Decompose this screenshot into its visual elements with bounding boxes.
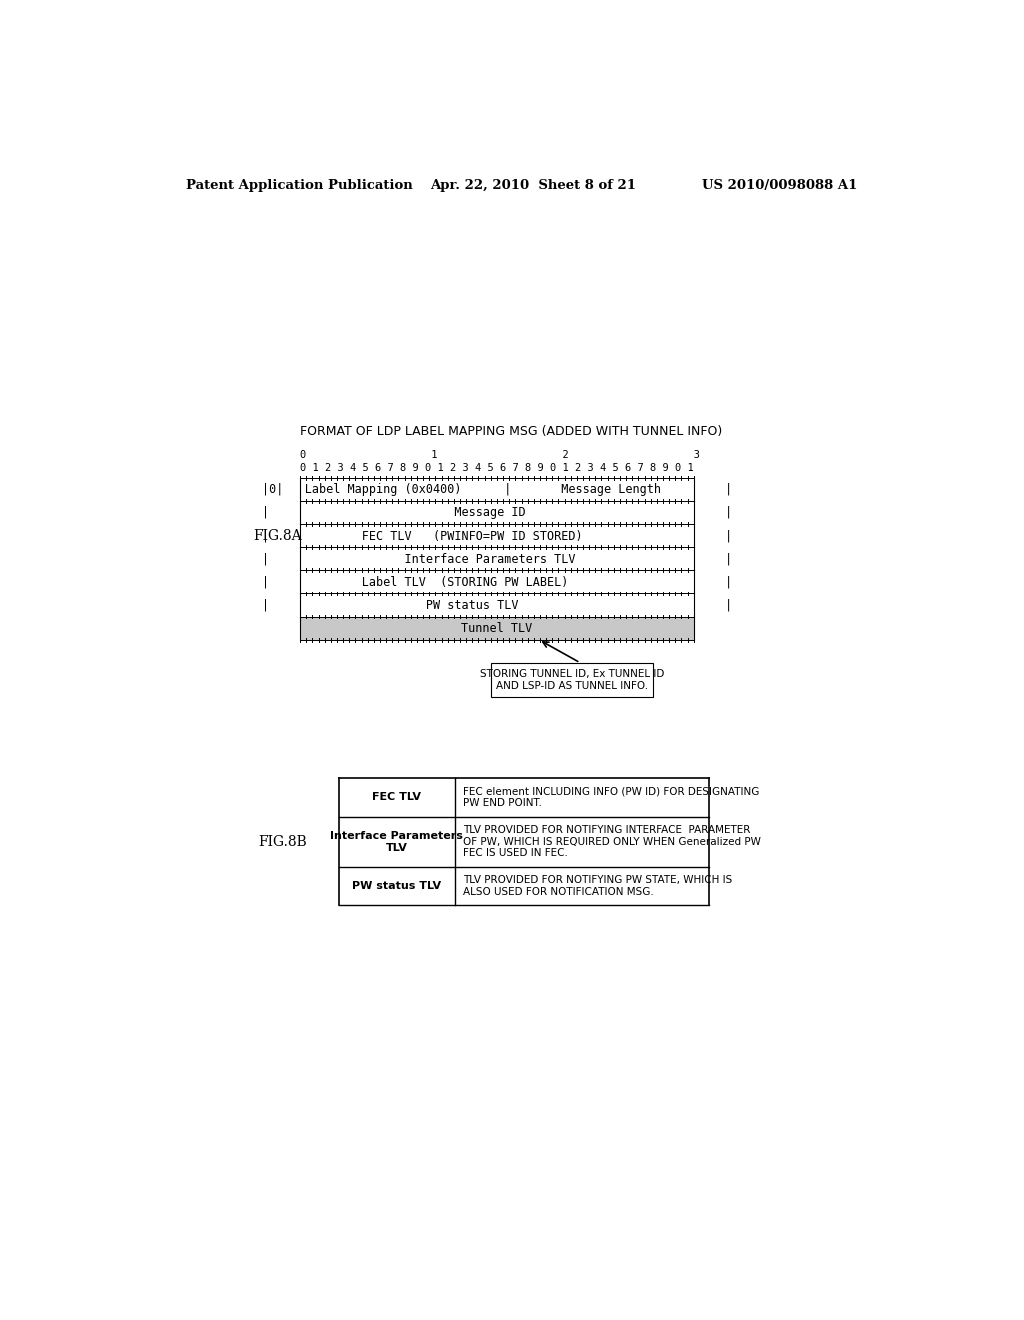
Text: |             Label TLV  (STORING PW LABEL)                      |: | Label TLV (STORING PW LABEL) | bbox=[262, 576, 732, 589]
Text: Interface Parameters
TLV: Interface Parameters TLV bbox=[331, 832, 464, 853]
Text: |                          Message ID                            |: | Message ID | bbox=[262, 506, 732, 519]
Text: |             FEC TLV   (PWINFO=PW ID STORED)                    |: | FEC TLV (PWINFO=PW ID STORED) | bbox=[262, 529, 732, 543]
Text: Apr. 22, 2010  Sheet 8 of 21: Apr. 22, 2010 Sheet 8 of 21 bbox=[430, 178, 636, 191]
Text: FIG.8A: FIG.8A bbox=[254, 529, 302, 543]
Text: 0 1 2 3 4 5 6 7 8 9 0 1 2 3 4 5 6 7 8 9 0 1 2 3 4 5 6 7 8 9 0 1: 0 1 2 3 4 5 6 7 8 9 0 1 2 3 4 5 6 7 8 9 … bbox=[300, 463, 694, 473]
Text: PW status TLV: PW status TLV bbox=[352, 880, 441, 891]
Bar bbox=[300, 616, 693, 640]
Text: FEC element INCLUDING INFO (PW ID) FOR DESIGNATING
PW END POINT.: FEC element INCLUDING INFO (PW ID) FOR D… bbox=[463, 787, 759, 808]
Text: TLV PROVIDED FOR NOTIFYING INTERFACE  PARAMETER
OF PW, WHICH IS REQUIRED ONLY WH: TLV PROVIDED FOR NOTIFYING INTERFACE PAR… bbox=[463, 825, 761, 858]
Text: US 2010/0098088 A1: US 2010/0098088 A1 bbox=[701, 178, 857, 191]
Text: |                      PW status TLV                             |: | PW status TLV | bbox=[262, 598, 732, 611]
Text: STORING TUNNEL ID, Ex TUNNEL ID
AND LSP-ID AS TUNNEL INFO.: STORING TUNNEL ID, Ex TUNNEL ID AND LSP-… bbox=[480, 669, 665, 690]
Text: FEC TLV: FEC TLV bbox=[373, 792, 422, 803]
Text: FORMAT OF LDP LABEL MAPPING MSG (ADDED WITH TUNNEL INFO): FORMAT OF LDP LABEL MAPPING MSG (ADDED W… bbox=[300, 425, 722, 438]
Text: 0                    1                    2                    3: 0 1 2 3 bbox=[300, 450, 700, 459]
Text: Tunnel TLV: Tunnel TLV bbox=[461, 622, 532, 635]
Bar bbox=[490, 663, 653, 697]
Text: |                   Interface Parameters TLV                     |: | Interface Parameters TLV | bbox=[262, 552, 732, 565]
Text: |0|   Label Mapping (0x0400)      |       Message Length         |: |0| Label Mapping (0x0400) | Message Len… bbox=[262, 483, 732, 496]
Text: FIG.8B: FIG.8B bbox=[258, 834, 307, 849]
Text: TLV PROVIDED FOR NOTIFYING PW STATE, WHICH IS
ALSO USED FOR NOTIFICATION MSG.: TLV PROVIDED FOR NOTIFYING PW STATE, WHI… bbox=[463, 875, 732, 896]
Text: Patent Application Publication: Patent Application Publication bbox=[186, 178, 413, 191]
